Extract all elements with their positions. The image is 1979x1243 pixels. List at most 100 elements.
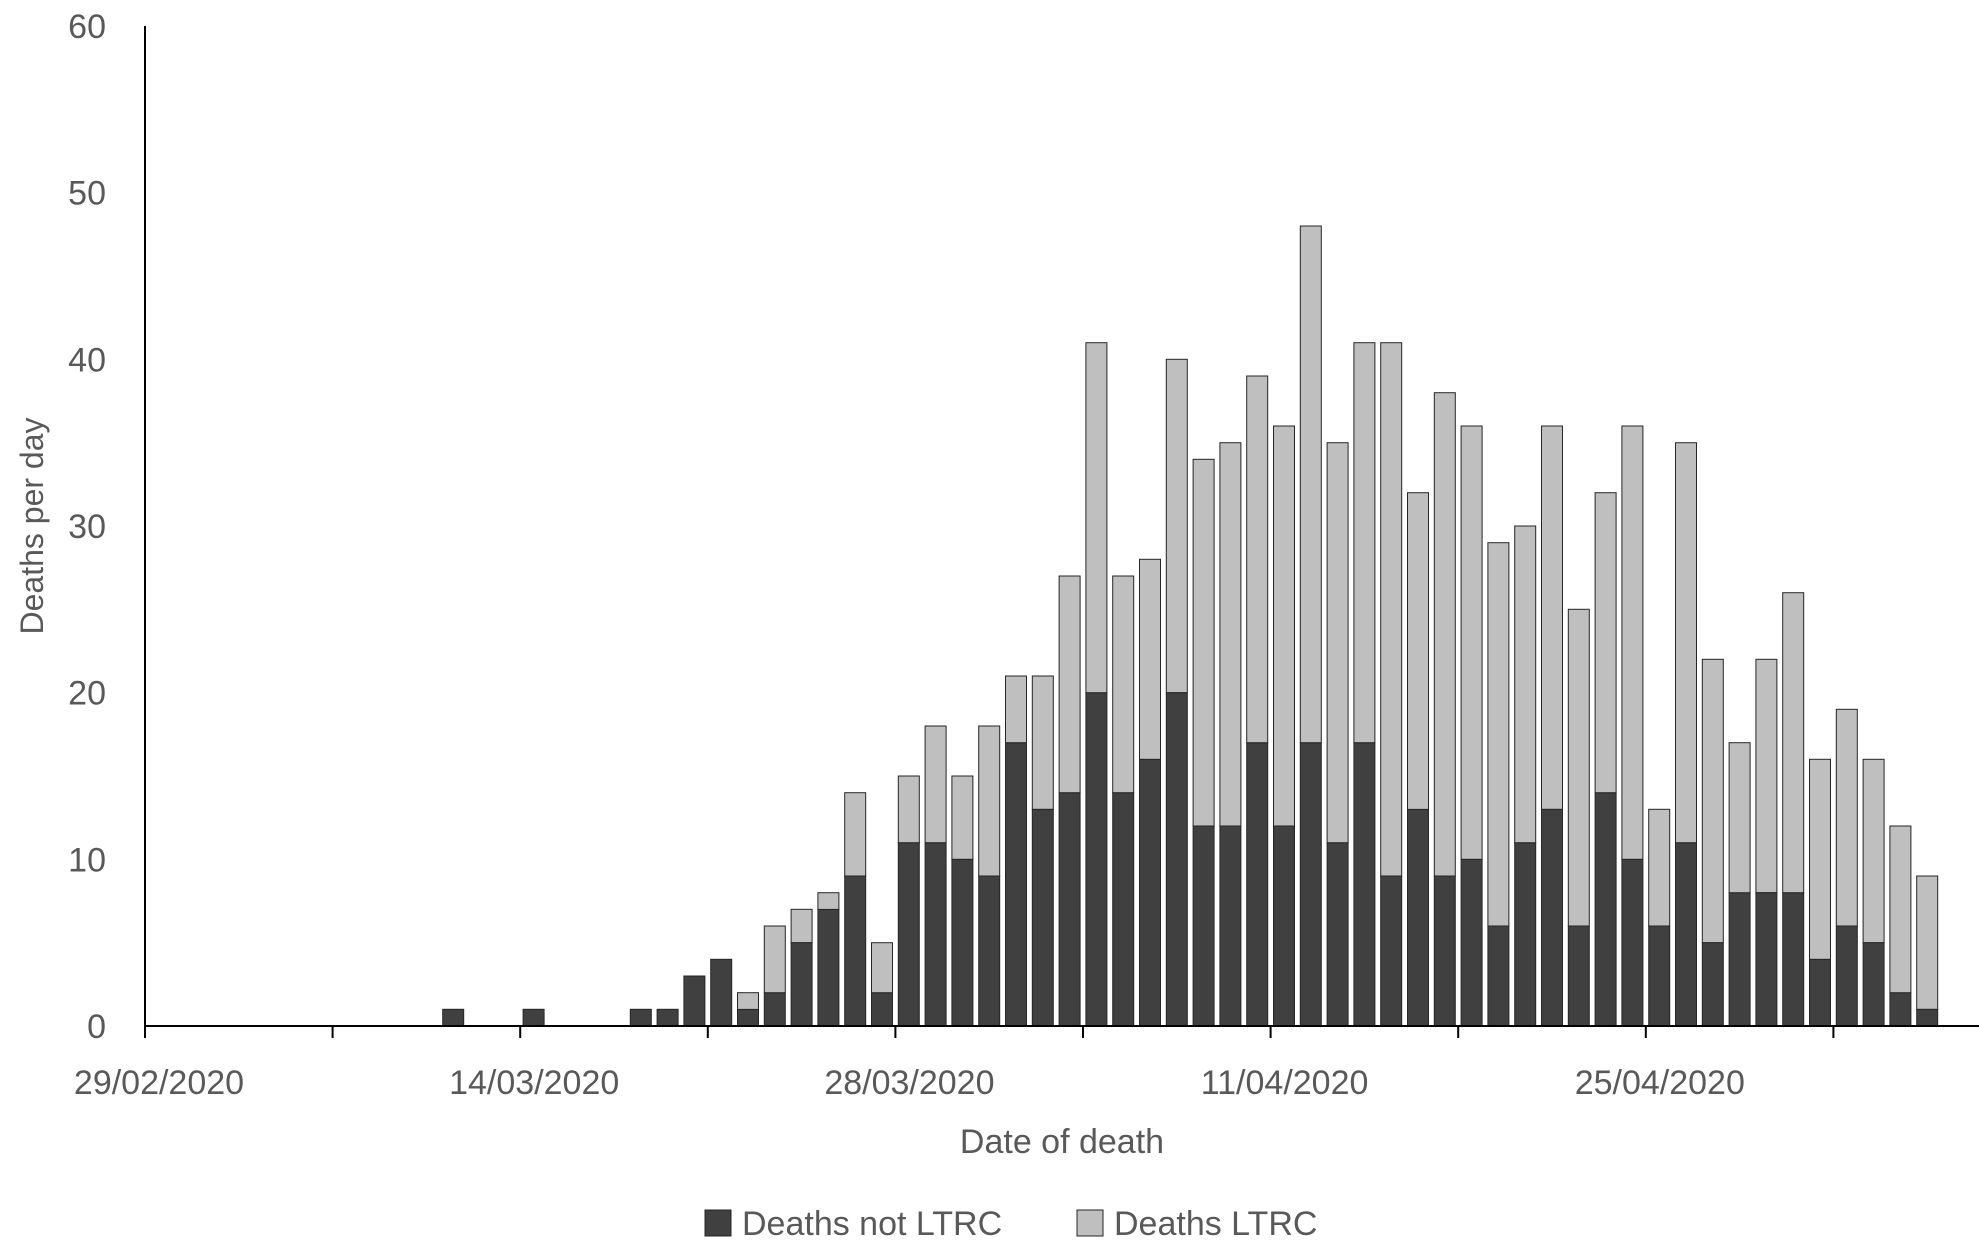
bar-ltrc-14: [924, 725, 947, 844]
bar-not-ltrc-33: [1433, 875, 1456, 1027]
y-tick-label-30: 30: [68, 508, 106, 546]
bar-ltrc-42: [1675, 442, 1697, 844]
bar-ltrc-23: [1165, 358, 1188, 694]
bar-not-ltrc-40: [1621, 858, 1644, 1027]
bar-ltrc-25: [1219, 442, 1242, 827]
bar-not-ltrc-7: [737, 1008, 759, 1027]
bar-ltrc-30: [1353, 342, 1376, 744]
legend-swatch-ltrc: [1076, 1209, 1104, 1237]
bar-not-ltrc-21: [1112, 792, 1135, 1027]
bar-ltrc-28: [1299, 225, 1322, 744]
x-tick-labels: 29/02/2020 14/03/2020 28/03/2020 11/04/2020…: [74, 1064, 1745, 1102]
bar-ltrc-13: [897, 775, 920, 844]
bar-not-ltrc-34: [1460, 858, 1483, 1027]
bar-ltrc-48: [1835, 708, 1858, 927]
bar-not-ltrc-19: [1058, 792, 1081, 1027]
bar-not-ltrc-43: [1701, 942, 1724, 1027]
bar-ltrc-22: [1139, 558, 1161, 760]
bar-ltrc-37: [1541, 425, 1563, 810]
legend-swatch-not-ltrc: [704, 1209, 732, 1237]
bar-not-ltrc-2: [522, 1008, 545, 1027]
legend-label-ltrc: Deaths LTRC: [1114, 1205, 1317, 1243]
bar-not-ltrc-18: [1031, 808, 1054, 1027]
bar-not-ltrc-5: [683, 975, 706, 1027]
bar-not-ltrc-1: [442, 1008, 465, 1027]
bar-not-ltrc-3: [629, 1008, 652, 1027]
legend: Deaths not LTRC Deaths LTRC: [704, 1205, 1317, 1243]
bar-ltrc-7: [737, 992, 759, 1010]
bar-not-ltrc-14: [924, 842, 947, 1027]
bar-ltrc-16: [978, 725, 1001, 877]
bar-not-ltrc-51: [1916, 1008, 1939, 1027]
bars-layer: [442, 225, 1939, 1027]
bar-not-ltrc-42: [1675, 842, 1697, 1027]
bar-ltrc-39: [1594, 492, 1617, 794]
bar-not-ltrc-46: [1782, 892, 1805, 1027]
y-tick-label-50: 50: [68, 175, 106, 213]
bar-ltrc-44: [1728, 742, 1751, 894]
bar-not-ltrc-8: [763, 992, 786, 1027]
bar-not-ltrc-48: [1835, 925, 1858, 1027]
bar-ltrc-18: [1031, 675, 1054, 810]
bar-not-ltrc-39: [1594, 792, 1617, 1027]
bar-not-ltrc-16: [978, 875, 1001, 1027]
bar-ltrc-50: [1889, 825, 1912, 994]
bar-not-ltrc-12: [871, 992, 893, 1027]
bar-ltrc-10: [817, 892, 840, 910]
bar-ltrc-41: [1648, 808, 1671, 927]
bar-not-ltrc-24: [1192, 825, 1215, 1027]
bar-ltrc-9: [790, 908, 813, 944]
bar-not-ltrc-4: [656, 1008, 679, 1027]
y-tick-label-40: 40: [68, 341, 106, 379]
bar-ltrc-34: [1460, 425, 1483, 860]
bar-not-ltrc-37: [1541, 808, 1563, 1027]
bar-ltrc-17: [1005, 675, 1027, 744]
bar-ltrc-33: [1433, 392, 1456, 877]
bar-not-ltrc-29: [1326, 842, 1349, 1027]
bar-not-ltrc-45: [1755, 892, 1778, 1027]
bar-not-ltrc-23: [1165, 692, 1188, 1027]
bar-not-ltrc-9: [790, 942, 813, 1027]
bar-ltrc-20: [1085, 342, 1108, 694]
bar-ltrc-31: [1380, 342, 1403, 877]
axes-layer: [144, 26, 1979, 1038]
y-tick-label-20: 20: [68, 675, 106, 713]
bar-ltrc-36: [1514, 525, 1537, 844]
bar-not-ltrc-10: [817, 908, 840, 1027]
bar-ltrc-35: [1487, 542, 1510, 927]
y-tick-labels: 0 10 20 30 40 50 60: [68, 8, 106, 1046]
bar-ltrc-45: [1755, 658, 1778, 894]
x-tick-label-3: 28/03/2020: [824, 1064, 994, 1102]
bar-not-ltrc-13: [897, 842, 920, 1027]
bar-not-ltrc-47: [1809, 958, 1831, 1027]
bar-ltrc-12: [871, 942, 893, 994]
bar-not-ltrc-20: [1085, 692, 1108, 1027]
bar-not-ltrc-32: [1407, 808, 1429, 1027]
bar-not-ltrc-22: [1139, 758, 1161, 1027]
y-tick-label-0: 0: [87, 1008, 106, 1046]
bar-ltrc-38: [1567, 608, 1590, 927]
x-tick-label-2: 14/03/2020: [449, 1064, 619, 1102]
bar-ltrc-43: [1701, 658, 1724, 944]
bar-not-ltrc-49: [1862, 942, 1885, 1027]
bar-ltrc-26: [1246, 375, 1269, 744]
bar-not-ltrc-27: [1273, 825, 1295, 1027]
bar-ltrc-32: [1407, 492, 1429, 810]
bar-ltrc-21: [1112, 575, 1135, 794]
bar-not-ltrc-41: [1648, 925, 1671, 1027]
bar-not-ltrc-15: [951, 858, 974, 1027]
bar-not-ltrc-50: [1889, 992, 1912, 1027]
y-axis-title: Deaths per day: [14, 417, 50, 634]
x-axis-title: Date of death: [960, 1123, 1164, 1161]
bar-not-ltrc-38: [1567, 925, 1590, 1027]
bar-ltrc-40: [1621, 425, 1644, 860]
bar-ltrc-51: [1916, 875, 1939, 1010]
bar-not-ltrc-25: [1219, 825, 1242, 1027]
bar-ltrc-49: [1862, 758, 1885, 944]
bar-not-ltrc-36: [1514, 842, 1537, 1027]
bar-ltrc-27: [1273, 425, 1295, 827]
bar-ltrc-11: [844, 792, 867, 877]
bar-not-ltrc-31: [1380, 875, 1403, 1027]
x-tick-label-5: 25/04/2020: [1575, 1064, 1745, 1102]
x-tick-label-1: 29/02/2020: [74, 1064, 244, 1102]
